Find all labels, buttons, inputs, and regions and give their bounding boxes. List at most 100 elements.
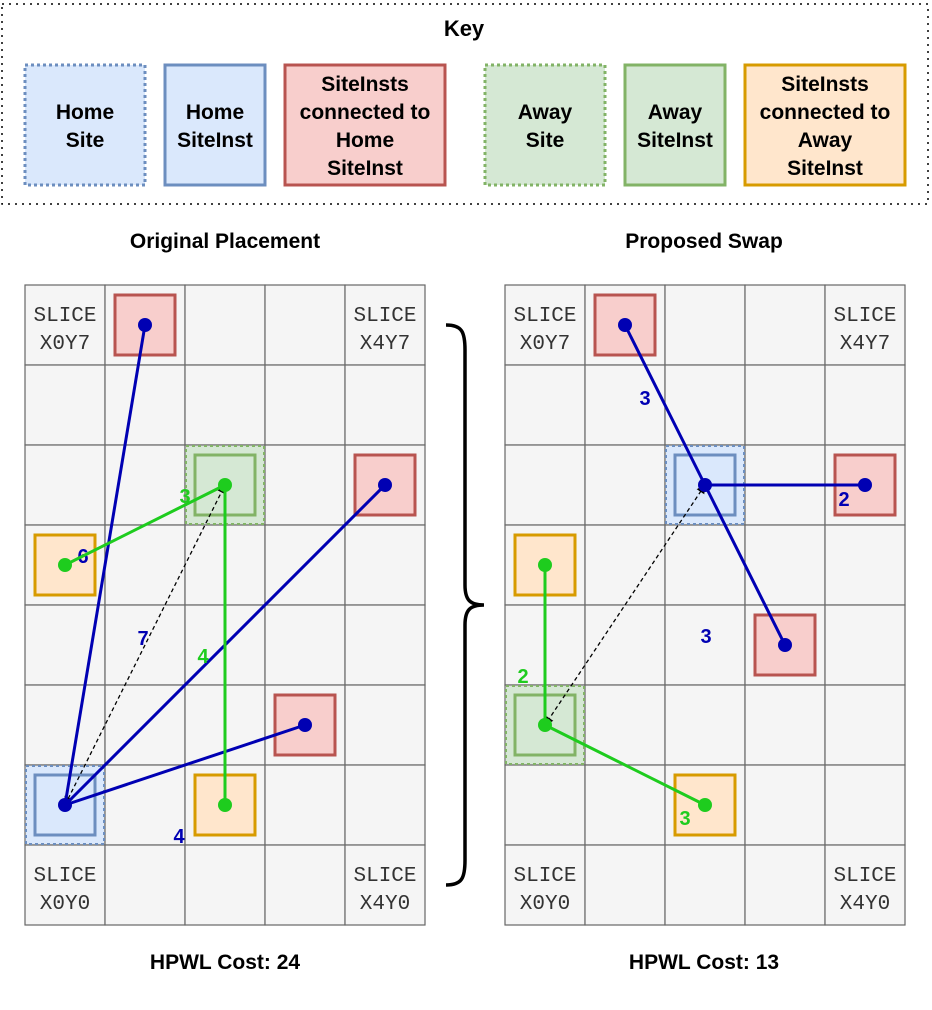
away-net-edge — [544, 723, 706, 807]
away-net-edge-label: 2 — [517, 666, 528, 688]
grid-cell — [344, 844, 426, 926]
grid-cell — [24, 684, 106, 766]
home-net-pin — [778, 638, 792, 652]
key-legend: Key Home Site Home SiteInst SiteInsts connect… — [1, 3, 929, 205]
grid-cell — [664, 844, 746, 926]
grid-cell — [344, 524, 426, 606]
grid-cell — [744, 364, 826, 446]
grid-cell — [264, 364, 346, 446]
home-net-pin — [858, 478, 872, 492]
key-swatch — [743, 63, 907, 187]
key-item-label: Away SiteInst — [637, 101, 713, 152]
grid-cell — [184, 284, 266, 366]
key-title: Key — [444, 16, 485, 41]
slice-label-bl: SLICE X0Y0 — [513, 865, 576, 916]
away-net-pin — [58, 558, 72, 572]
home-net-edge — [64, 723, 306, 807]
grid-cell — [744, 764, 826, 846]
slice-label-tl: SLICE X0Y7 — [513, 305, 576, 356]
key-item-away-conn: SiteInsts connected to Away SiteInst — [743, 63, 907, 187]
key-swatch — [23, 63, 147, 187]
home-net-pin — [298, 718, 312, 732]
key-item-label: SiteInsts connected to Home SiteInst — [300, 73, 431, 180]
home-net-pin — [618, 318, 632, 332]
grid-cell — [584, 604, 666, 686]
grid-cell — [744, 684, 826, 766]
grid-cell — [184, 364, 266, 446]
home-siteinst-pin — [698, 478, 712, 492]
swap-arrow — [64, 484, 226, 806]
grid-cell — [344, 284, 426, 366]
slice-label-br: SLICE X4Y0 — [833, 865, 896, 916]
away-net-edge — [64, 483, 226, 567]
key-item-home-site: Home Site — [23, 63, 147, 187]
key-swatch — [163, 63, 267, 187]
home-net-edge — [703, 484, 787, 646]
grid-cell — [824, 284, 906, 366]
grid-cell — [584, 524, 666, 606]
grid-cell — [24, 444, 106, 526]
key-item-label: Away Site — [518, 101, 573, 152]
key-item-home-conn: SiteInsts connected to Home SiteInst — [283, 63, 447, 187]
proposed-swap-grid: SLICE X0Y7 SLICE X4Y7 SLICE X0Y0 SLICE X4Y0 3 2 3 2… — [504, 284, 906, 926]
slice-label-br: SLICE X4Y0 — [353, 865, 416, 916]
grid-cell — [344, 764, 426, 846]
grid-cell — [824, 604, 906, 686]
grid-cell — [264, 604, 346, 686]
grid-cell — [744, 524, 826, 606]
grid-cell — [744, 844, 826, 926]
grid-cell — [184, 844, 266, 926]
grid-cell — [504, 284, 586, 366]
slice-label-tl: SLICE X0Y7 — [33, 305, 96, 356]
grid-cell — [104, 364, 186, 446]
home-net-edge-label: 2 — [838, 489, 849, 511]
key-swatch — [483, 63, 607, 187]
home-net-edge-label: 7 — [137, 628, 148, 650]
grid-cell — [104, 844, 186, 926]
away-net-edge-label: 3 — [179, 486, 190, 508]
grid-cell — [824, 844, 906, 926]
key-swatch — [623, 63, 727, 187]
home-net-pin — [138, 318, 152, 332]
home-net-pin — [378, 478, 392, 492]
grid-cell — [24, 364, 106, 446]
swap-arrow — [544, 484, 706, 726]
grid-cell — [504, 844, 586, 926]
grid-cell — [664, 524, 746, 606]
grid-cell — [664, 364, 746, 446]
home-net-edge-label: 3 — [700, 626, 711, 648]
grid-cell — [264, 764, 346, 846]
key-item-label: SiteInsts connected to Away SiteInst — [760, 73, 891, 180]
away-net-pin — [698, 798, 712, 812]
home-net-edge-label: 3 — [639, 388, 650, 410]
original-placement-grid: SLICEX0Y7SLICEX4Y7SLICEX0Y0SLICEX4Y06743… — [24, 284, 426, 926]
grid-cell — [24, 844, 106, 926]
key-item-label: Home SiteInst — [177, 101, 253, 152]
home-net-edge — [63, 324, 147, 806]
home-net-edge-label: 4 — [173, 826, 185, 848]
home-connected-siteinst — [113, 293, 177, 357]
away-net-edge-label: 3 — [679, 808, 690, 830]
original-placement-title: Original Placement — [130, 230, 320, 253]
away-siteinst-pin — [218, 478, 232, 492]
grid-cell — [344, 364, 426, 446]
grid-cell — [504, 364, 586, 446]
grid-cell — [664, 684, 746, 766]
grid-cell — [104, 524, 186, 606]
grid-cell — [584, 444, 666, 526]
grid-cell — [584, 684, 666, 766]
grid-cell — [264, 284, 346, 366]
original-hpwl-cost: HPWL Cost: 24 — [150, 951, 300, 974]
grid-cell — [584, 364, 666, 446]
grid-cell — [584, 764, 666, 846]
away-net-pin — [538, 558, 552, 572]
away-siteinst-pin — [538, 718, 552, 732]
grid-cell — [824, 364, 906, 446]
grid-cell — [264, 444, 346, 526]
key-item-label: Home Site — [56, 101, 114, 152]
proposed-swap-title: Proposed Swap — [625, 230, 783, 253]
slice-label-bl: SLICE X0Y0 — [33, 865, 96, 916]
home-connected-siteinst — [273, 693, 337, 757]
grid-cell — [24, 284, 106, 366]
grid-cell — [824, 524, 906, 606]
